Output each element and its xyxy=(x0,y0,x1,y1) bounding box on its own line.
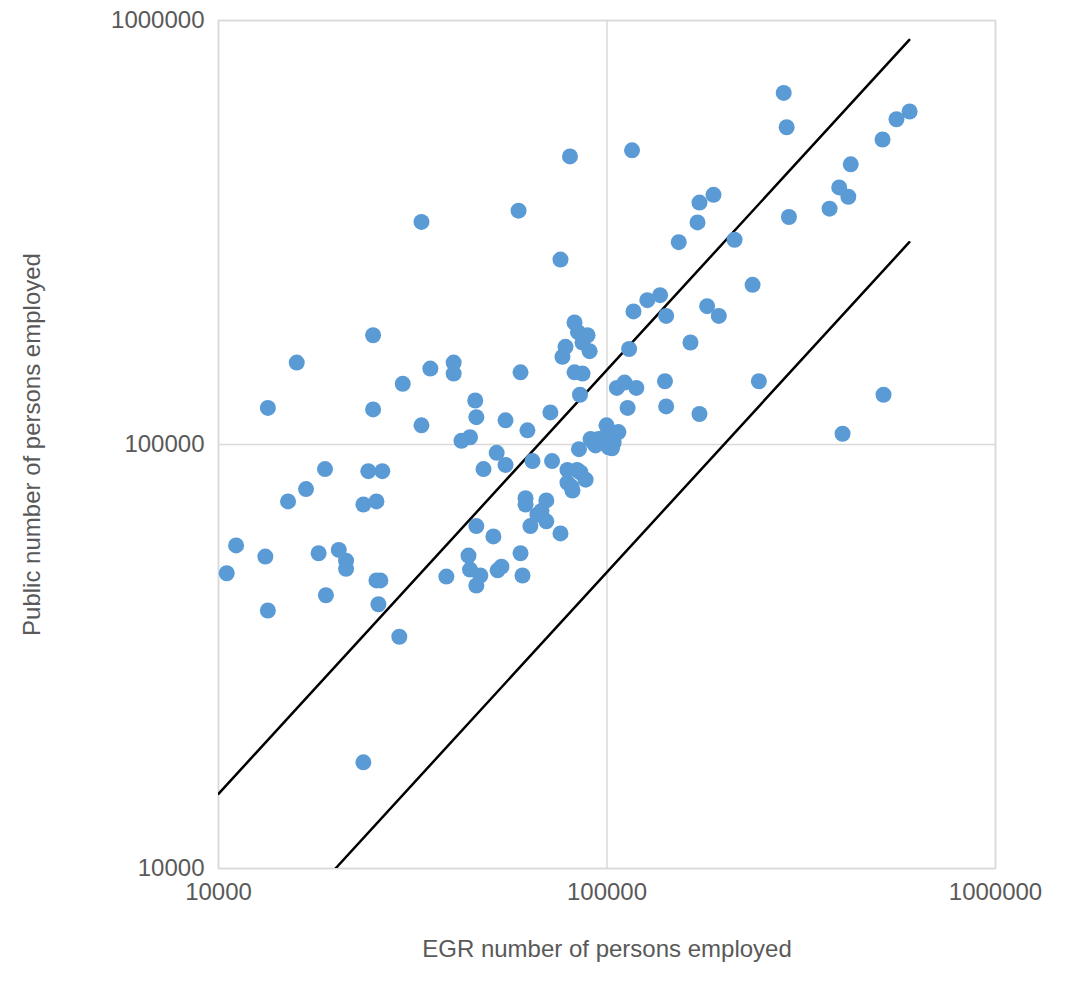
svg-text:100000: 100000 xyxy=(124,430,204,457)
svg-text:1000000: 1000000 xyxy=(949,878,1042,905)
svg-text:1000000: 1000000 xyxy=(111,6,204,33)
svg-text:10000: 10000 xyxy=(185,878,252,905)
svg-text:EGR number of persons employed: EGR number of persons employed xyxy=(422,935,792,962)
svg-text:Public number of persons emplo: Public number of persons employed xyxy=(18,253,45,636)
svg-text:10000: 10000 xyxy=(138,854,205,881)
svg-text:100000: 100000 xyxy=(567,878,647,905)
